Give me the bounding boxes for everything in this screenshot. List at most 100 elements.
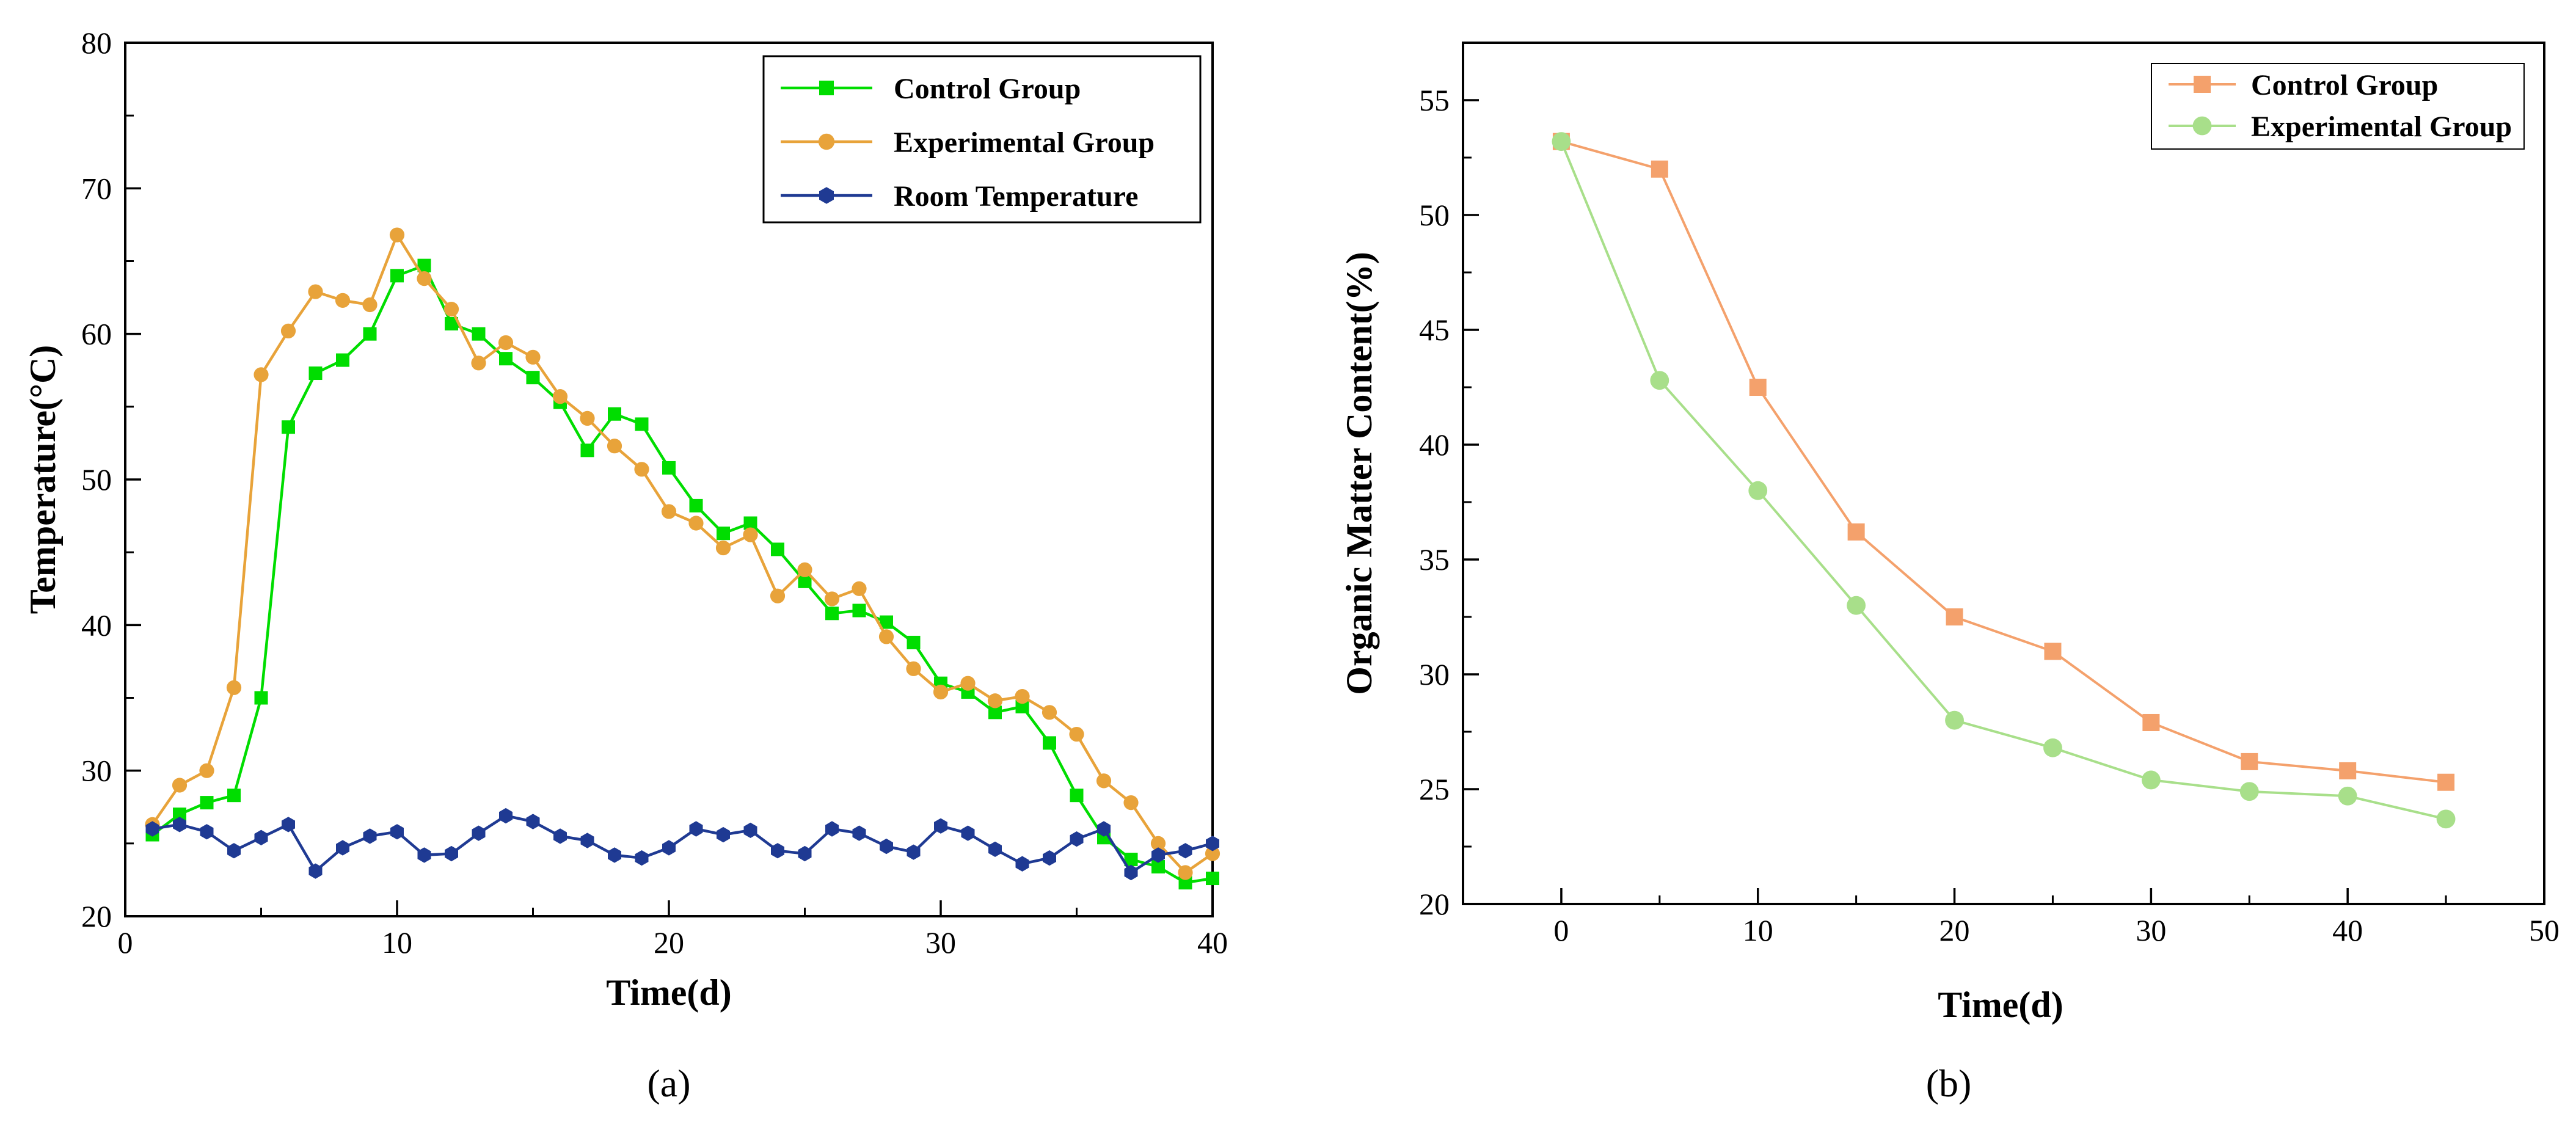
panel-b-point-control-group	[2142, 713, 2160, 731]
panel-a-point-experimental-group	[1123, 795, 1139, 811]
panel-b-point-experimental-group	[1748, 481, 1768, 500]
panel-b-x-tick-label: 50	[2529, 913, 2560, 947]
panel-a-point-control-group	[282, 420, 295, 434]
panel-a-point-control-group	[1178, 876, 1192, 890]
panel-a-point-control-group	[445, 316, 458, 330]
panel-a-point-control-group	[988, 705, 1002, 720]
panel-a-point-room-temperature	[282, 817, 295, 833]
panel-a-point-experimental-group	[1150, 836, 1166, 851]
panel-a-point-control-group	[743, 516, 757, 530]
panel-a-point-experimental-group	[498, 335, 514, 351]
panel-a-point-control-group	[200, 796, 214, 810]
panel-b-legend-box	[2151, 63, 2525, 150]
panel-a-point-room-temperature	[1070, 831, 1084, 847]
panel-a-point-experimental-group	[1205, 846, 1220, 861]
panel-a-point-control-group	[1015, 699, 1029, 713]
panel-a-point-room-temperature	[526, 814, 540, 829]
panel-b-point-control-group	[1946, 608, 1963, 625]
panel-b-x-tick-label: 0	[1553, 913, 1569, 947]
panel-a-x-tick-label: 30	[925, 925, 956, 960]
panel-a-point-control-group	[852, 603, 866, 618]
panel-a-line-control-group	[151, 264, 1213, 884]
panel-b-series-control-group	[1552, 133, 2455, 791]
panel-b-y-tick-label: 20	[1419, 887, 1450, 921]
panel-a-point-experimental-group	[471, 355, 486, 371]
panel-a-point-room-temperature	[852, 825, 866, 841]
panel-a-point-room-temperature	[689, 821, 703, 837]
panel-a-point-experimental-group	[308, 284, 323, 299]
panel-a-point-experimental-group	[987, 693, 1003, 709]
panel-a-point-experimental-group	[960, 676, 976, 691]
panel-a-axes: 0 10 20 30 40 20 30 40 50 60 70 80	[81, 26, 1228, 960]
panel-a-point-control-group	[1043, 736, 1056, 750]
panel-a-point-room-temperature	[743, 822, 757, 838]
panel-a-point-experimental-group	[389, 227, 405, 242]
panel-b-plot-frame	[1462, 42, 2545, 905]
panel-b-point-experimental-group	[1650, 371, 1669, 390]
panel-a-point-control-group	[499, 352, 513, 366]
panel-b-point-experimental-group	[1945, 710, 1964, 730]
panel-a-legend-label-room-temperature: Room Temperature	[894, 180, 1138, 213]
panel-a-point-room-temperature	[580, 833, 594, 848]
panel-b-y-tick-label: 45	[1419, 313, 1450, 347]
panel-a-point-experimental-group	[852, 581, 867, 596]
panel-a-series	[145, 227, 1220, 890]
panel-b-point-control-group	[1651, 160, 1668, 178]
panel-a-point-experimental-group	[580, 410, 595, 426]
panel-a-point-experimental-group	[417, 271, 432, 286]
panel-a-point-room-temperature	[771, 843, 784, 859]
panel-a-y-tick-label: 30	[81, 754, 112, 788]
panel-a-legend-marker-control-group	[819, 81, 834, 95]
panel-a-legend-items: Control Group Experimental Group Room Temp…	[781, 73, 1155, 213]
panel-a-point-room-temperature	[336, 840, 349, 856]
panel-a-legend: Control Group Experimental Group Room Temp…	[762, 55, 1202, 224]
panel-a-point-room-temperature	[417, 847, 431, 863]
panel-a-point-experimental-group	[933, 684, 949, 700]
panel-b-x-tick-label: 10	[1743, 913, 1773, 947]
panel-a-point-room-temperature	[1015, 856, 1029, 872]
panel-b-caption: (b)	[1926, 1062, 1972, 1105]
panel-a-point-control-group	[880, 615, 893, 629]
panel-a-point-experimental-group	[254, 367, 269, 382]
panel-a-point-control-group	[308, 366, 323, 381]
panel-a-point-room-temperature	[499, 807, 513, 824]
panel-b-line-control-group	[1561, 140, 2446, 784]
panel-a-series-room-temperature	[145, 807, 1219, 881]
panel-b-y-tick-label: 35	[1419, 542, 1450, 577]
panel-b-point-control-group	[2437, 773, 2455, 791]
panel-a-point-experimental-group	[362, 297, 378, 313]
panel-a-point-experimental-group	[172, 778, 188, 793]
panel-a-point-room-temperature	[227, 843, 241, 859]
panel-a-point-control-group	[771, 542, 784, 556]
panel-b-point-experimental-group	[2436, 809, 2456, 829]
panel-a-point-experimental-group	[607, 439, 622, 454]
panel-b-point-control-group	[1749, 379, 1767, 396]
panel-a-point-control-group	[717, 527, 730, 541]
panel-a-point-room-temperature	[934, 818, 947, 834]
panel-a-point-experimental-group	[525, 349, 541, 365]
panel-a-point-control-group	[417, 258, 431, 272]
panel-a-point-experimental-group	[797, 562, 812, 577]
panel-a-point-control-group	[608, 407, 621, 421]
panel-a-point-room-temperature	[553, 828, 567, 844]
panel-b-line-experimental-group	[1560, 140, 2446, 820]
panel-a-y-tick-label: 50	[81, 462, 112, 497]
panel-a-point-room-temperature	[1206, 836, 1219, 851]
panel-a-point-experimental-group	[226, 680, 242, 695]
panel-a-point-experimental-group	[1042, 705, 1057, 720]
panel-b-series	[1552, 132, 2456, 829]
panel-b-point-experimental-group	[2141, 770, 2161, 790]
panel-a-point-control-group	[390, 269, 404, 283]
panel-a-point-experimental-group	[715, 540, 731, 556]
panel-a-caption: (a)	[647, 1062, 690, 1105]
panel-a-point-room-temperature	[200, 824, 214, 840]
panel-b-x-tick-label: 30	[2136, 913, 2166, 947]
panel-a-point-experimental-group	[1096, 773, 1112, 789]
panel-a-point-control-group	[526, 371, 540, 385]
panel-b-point-experimental-group	[2043, 738, 2062, 757]
panel-b-legend-label-experimental-group: Experimental Group	[2251, 111, 2512, 143]
panel-a-series-control-group	[145, 258, 1219, 890]
panel-a-y-axis-title: Temperature(°C)	[23, 345, 63, 614]
panel-a-point-room-temperature	[635, 850, 649, 866]
